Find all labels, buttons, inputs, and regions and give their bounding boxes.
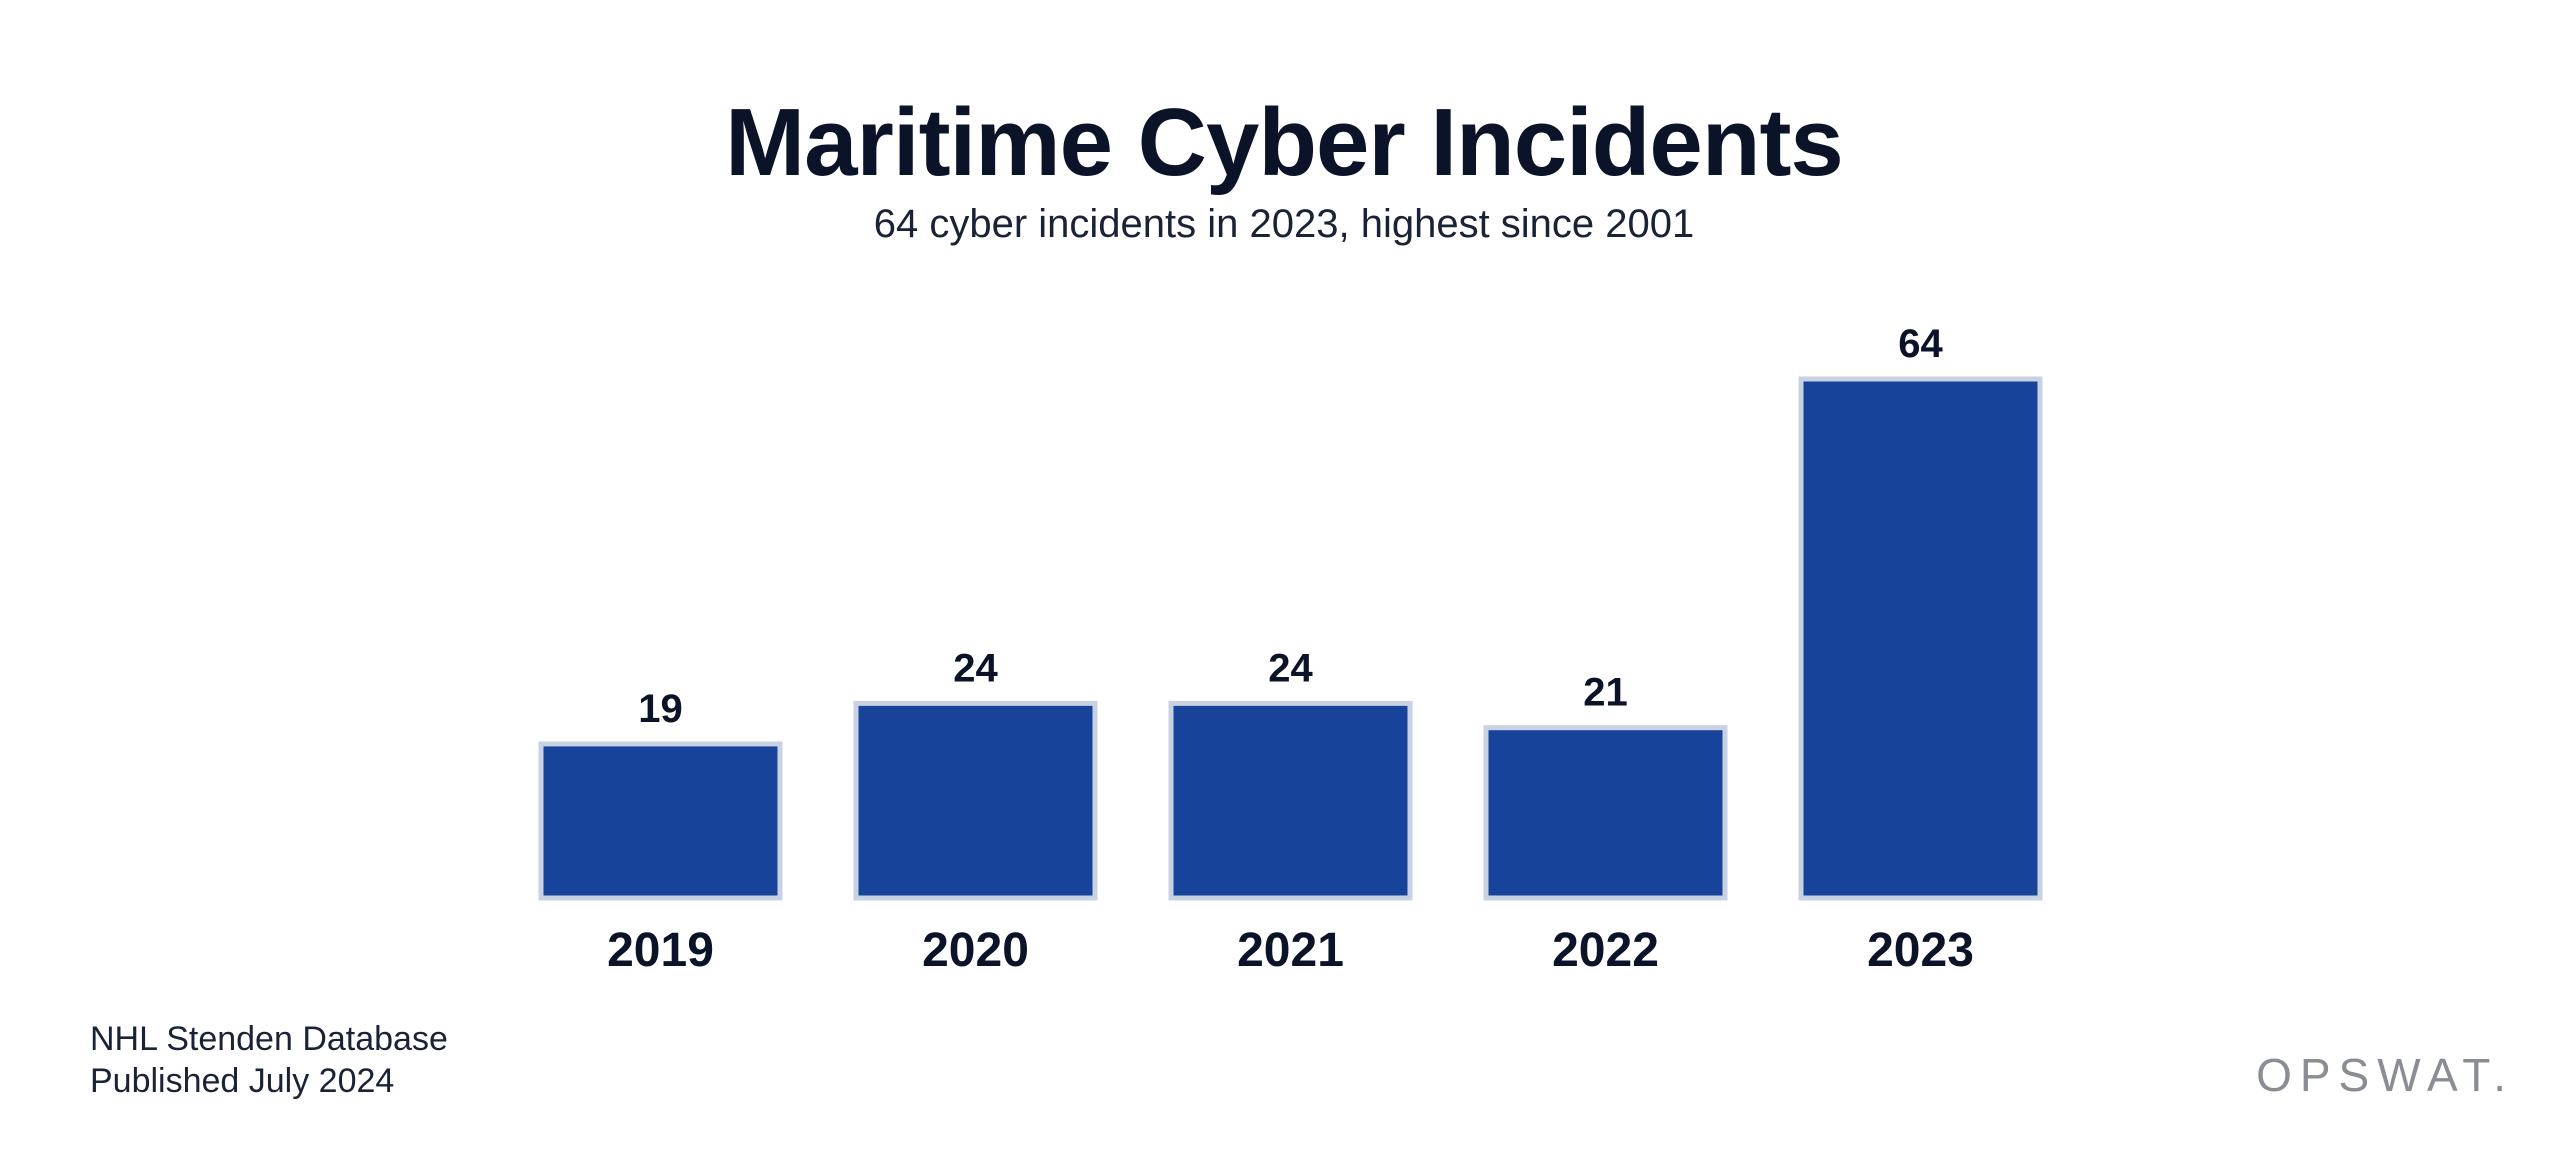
bar-2020 (853, 700, 1098, 901)
category-label-2019: 2019 (607, 924, 714, 977)
category-labels-group: 2019 2020 2021 2022 2023 (607, 924, 1974, 977)
bars-group (538, 376, 2043, 901)
bar-2019 (538, 741, 783, 901)
opswat-logo: OPSWAT. (2256, 1049, 2514, 1101)
value-label-2021: 24 (1268, 646, 1313, 690)
bar-2023 (1798, 376, 2043, 901)
chart-subtitle: 64 cyber incidents in 2023, highest sinc… (873, 202, 1695, 246)
category-label-2020: 2020 (922, 924, 1029, 977)
category-label-2023: 2023 (1867, 924, 1974, 977)
category-label-2021: 2021 (1237, 924, 1344, 977)
value-label-2019: 19 (638, 687, 683, 731)
value-label-2022: 21 (1583, 671, 1628, 715)
published-date: Published July 2024 (90, 1062, 395, 1100)
value-labels-group: 19 24 24 21 64 (638, 322, 1943, 731)
value-label-2023: 64 (1898, 322, 1943, 366)
chart-title: Maritime Cyber Incidents (725, 89, 1844, 196)
source-text: NHL Stenden Database (90, 1020, 448, 1058)
bar-2021 (1168, 700, 1413, 901)
value-label-2020: 24 (953, 646, 998, 690)
bar-2022 (1483, 725, 1728, 901)
category-label-2022: 2022 (1552, 924, 1659, 977)
